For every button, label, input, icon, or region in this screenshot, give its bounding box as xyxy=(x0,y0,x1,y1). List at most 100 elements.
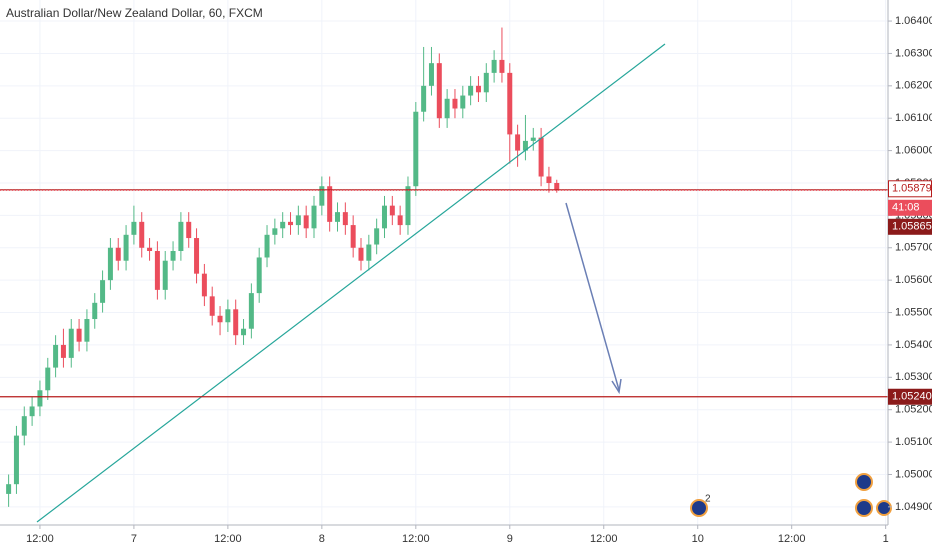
current-price-label-box xyxy=(888,218,932,235)
x-tick-label: 8 xyxy=(319,533,325,545)
candle-body xyxy=(554,182,560,190)
candle-body xyxy=(483,72,489,93)
candle-body xyxy=(53,344,59,368)
candle-body xyxy=(209,296,215,316)
candle-body xyxy=(68,328,74,358)
candle-body xyxy=(139,221,145,248)
candle-body xyxy=(60,344,66,358)
candle-body xyxy=(311,205,317,229)
candle-body xyxy=(303,215,309,229)
y-tick-label: 1.06100 xyxy=(895,112,932,124)
event-icon[interactable] xyxy=(690,499,708,517)
candle-body xyxy=(92,302,98,320)
candle-body xyxy=(115,247,121,261)
candle-body xyxy=(327,186,333,222)
trend-line xyxy=(36,43,666,523)
candle-body xyxy=(530,137,536,141)
overlays xyxy=(0,189,888,398)
candle-body xyxy=(499,59,505,73)
level-label: 1.05879 xyxy=(892,183,932,195)
candle-body xyxy=(186,221,192,239)
x-tick-label: 12:00 xyxy=(402,533,430,545)
candle-body xyxy=(507,72,513,135)
candle-body xyxy=(241,328,247,336)
y-tick-label: 1.05700 xyxy=(895,242,932,254)
candle-body xyxy=(248,293,254,329)
candle-body xyxy=(491,59,497,73)
current-price-label: 1.05865 xyxy=(892,221,932,233)
event-icon[interactable] xyxy=(855,473,873,491)
countdown-label: 41:08 xyxy=(892,202,920,214)
candle-body xyxy=(366,244,372,261)
candle-body xyxy=(256,257,262,294)
countdown-label-box xyxy=(888,199,932,216)
x-tick-label: 1 xyxy=(883,533,889,545)
y-tick-label: 1.05600 xyxy=(895,274,932,286)
candle-body xyxy=(194,238,200,274)
candle-body xyxy=(405,186,411,226)
x-tick-label: 12:00 xyxy=(778,533,806,545)
arrow xyxy=(565,202,620,391)
candle-body xyxy=(45,367,51,391)
candle-body xyxy=(272,228,278,235)
candle-body xyxy=(13,435,19,485)
candle-body xyxy=(397,215,403,226)
candle-body xyxy=(515,134,521,151)
y-tick-label: 1.05500 xyxy=(895,306,932,318)
y-tick-label: 1.05100 xyxy=(895,436,932,448)
candle-body xyxy=(37,390,43,407)
candle-body xyxy=(170,251,176,261)
chart-title: Australian Dollar/New Zealand Dollar, 60… xyxy=(6,6,263,20)
candle-body xyxy=(421,85,427,112)
x-tick-label: 12:00 xyxy=(214,533,242,545)
candle-body xyxy=(100,280,106,303)
candle-body xyxy=(264,234,270,258)
candle-body xyxy=(233,309,239,336)
candle-body xyxy=(280,221,286,229)
y-tick-label: 1.05000 xyxy=(895,468,932,480)
candle-body xyxy=(147,247,153,252)
candle-body xyxy=(358,247,364,261)
candle-body xyxy=(217,315,223,323)
candle-body xyxy=(335,212,341,222)
level-label: 1.05240 xyxy=(892,391,932,403)
candle-body xyxy=(522,140,528,151)
arrow-head xyxy=(611,378,622,395)
y-tick-label: 1.04900 xyxy=(895,501,932,513)
candle-body xyxy=(6,484,12,494)
candle-body xyxy=(342,212,348,226)
candle-body xyxy=(84,319,90,342)
candle-body xyxy=(428,63,434,86)
event-icons: 2 xyxy=(690,473,892,517)
candle-body xyxy=(475,85,481,93)
candle-body xyxy=(178,221,184,252)
candle-body xyxy=(468,85,474,96)
level-label-box xyxy=(888,388,932,405)
event-icon[interactable] xyxy=(855,499,873,517)
y-tick-label: 1.05400 xyxy=(895,339,932,351)
candle-body xyxy=(76,328,82,342)
candle-body xyxy=(154,251,160,290)
y-tick-label: 1.05300 xyxy=(895,371,932,383)
candle-body xyxy=(107,247,113,281)
candle-body xyxy=(295,215,301,226)
x-tick-label: 12:00 xyxy=(590,533,618,545)
x-tick-label: 9 xyxy=(507,533,513,545)
candle-body xyxy=(21,416,27,436)
candle-body xyxy=(350,225,356,248)
candle-body xyxy=(444,98,450,119)
candle-body xyxy=(381,205,387,229)
y-tick-label: 1.05200 xyxy=(895,404,932,416)
y-tick-label: 1.06300 xyxy=(895,47,932,59)
y-tick-label: 1.06000 xyxy=(895,145,932,157)
level-label-box xyxy=(888,180,932,197)
candle-body xyxy=(162,260,168,290)
candle-body xyxy=(123,234,129,261)
candle-body xyxy=(389,205,395,216)
candle-body xyxy=(538,137,544,177)
event-icon[interactable] xyxy=(876,500,892,516)
candle-body xyxy=(374,228,380,245)
candle-body xyxy=(131,221,137,235)
